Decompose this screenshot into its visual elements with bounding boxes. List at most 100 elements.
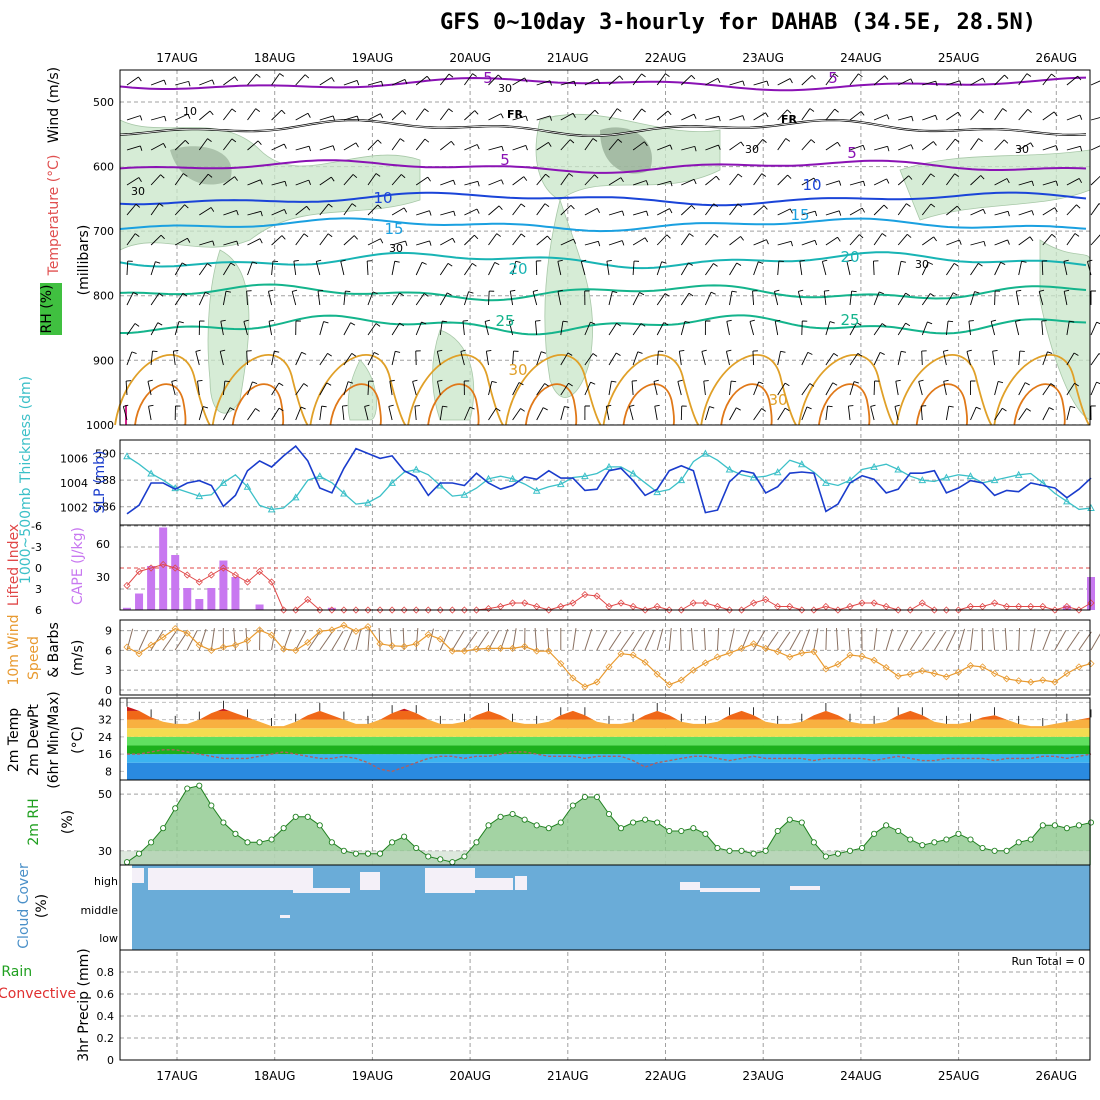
wind-tick: 6 — [105, 644, 112, 657]
wind-barb — [921, 293, 931, 306]
wind-barb — [175, 80, 189, 86]
isotherm-minus5-upper — [119, 76, 1087, 92]
wind-barb — [222, 291, 227, 306]
wind-barb-flag — [806, 406, 812, 410]
wind-barb-flag — [774, 289, 780, 292]
wind-barb — [1042, 207, 1055, 216]
wind-barb — [777, 138, 787, 151]
rh-marker — [762, 847, 769, 854]
wind-barb — [415, 176, 429, 186]
date-label-bottom: 20AUG — [449, 1069, 491, 1083]
wind-barb-flag — [375, 323, 381, 327]
wind-speed-marker — [930, 669, 938, 678]
wind-barb-flag — [1002, 108, 1007, 112]
rh-marker — [497, 813, 504, 820]
wind-barb-flag — [494, 262, 500, 266]
wind-barb-flag — [879, 291, 884, 295]
rh-marker — [871, 830, 878, 837]
li-marker — [207, 571, 215, 579]
rh-marker — [244, 839, 251, 846]
wind-barb-flag — [1076, 204, 1081, 209]
wind-barb — [439, 263, 449, 276]
wind-speed-marker — [316, 627, 324, 635]
contour-label: 5 — [483, 69, 493, 87]
wind-barb — [174, 293, 184, 306]
wind-barb-flag — [231, 138, 237, 143]
wind-barb — [849, 322, 858, 336]
wind-tick: 9 — [105, 625, 112, 638]
wind-barb — [440, 179, 454, 186]
wind-barb — [608, 108, 618, 121]
wind-barb — [801, 210, 816, 216]
wind-barb — [560, 173, 570, 186]
isotherm-35-loop — [231, 383, 285, 426]
wind-barb-flag — [799, 259, 805, 262]
rh-shading-area — [119, 119, 421, 251]
wind-barb-flag — [906, 203, 911, 207]
wind-barb — [656, 322, 665, 336]
rh-marker — [774, 827, 781, 835]
wind-barb-10m — [596, 630, 608, 651]
wind-barb-flag — [1039, 289, 1045, 292]
cloud-panel — [132, 865, 1090, 950]
wind-barb-flag — [498, 205, 503, 210]
wind-barb — [631, 381, 634, 396]
wind-barb-flag — [268, 289, 274, 292]
wind-barb-flag — [402, 110, 407, 115]
wind-barb — [1066, 321, 1070, 336]
wind-barb-flag — [569, 139, 575, 144]
wind-barb-10m — [319, 631, 333, 651]
wind-barb — [777, 78, 791, 86]
wind-barb-10m — [656, 628, 664, 651]
li-tick: -3 — [31, 541, 42, 554]
wind-barb-flag — [160, 234, 165, 240]
wind-barb — [126, 351, 133, 366]
wind-barb — [608, 138, 619, 151]
wind-barb-flag — [953, 292, 958, 296]
cloud-clear-segment — [680, 882, 700, 890]
thickness-marker — [677, 476, 686, 484]
rh-marker — [738, 847, 745, 854]
wind-barb — [560, 139, 571, 151]
wind-barb-flag — [525, 115, 528, 122]
wind-barb-flag — [596, 208, 601, 214]
wind-barb — [849, 234, 860, 246]
rh-marker — [907, 836, 914, 843]
rh-marker — [1075, 822, 1082, 829]
panel-frames — [119, 69, 1091, 1061]
date-label-top: 18AUG — [254, 51, 296, 65]
wind-barb-flag — [954, 173, 959, 178]
contour-label: 15 — [384, 220, 403, 238]
wind-barb — [753, 139, 764, 151]
rh-marker — [232, 830, 239, 837]
wind-barb — [729, 381, 732, 396]
wind-barb-flag — [224, 380, 230, 383]
wind-barb-flag — [709, 406, 715, 409]
wind-barb-flag — [644, 141, 648, 147]
wind-barb-flag — [670, 181, 673, 187]
wind-barb — [223, 76, 235, 86]
wind-barb-flag — [807, 351, 813, 355]
wind-barb-10m — [1042, 629, 1052, 651]
cape-bar — [171, 555, 180, 610]
wind-barb — [729, 407, 737, 421]
wind-barb — [388, 406, 393, 421]
date-label-bottom: 24AUG — [840, 1069, 882, 1083]
chart-title: GFS 0~10day 3-hourly for DAHAB (34.5E, 2… — [440, 10, 1037, 35]
wind-barb — [174, 321, 180, 336]
wind-speed-marker — [1063, 669, 1071, 678]
isotherm-30-loop — [993, 354, 1091, 426]
wind-barb-flag — [737, 173, 743, 178]
wind-barb-flag — [928, 261, 934, 265]
wind-barb-flag — [956, 205, 961, 211]
wind-barb — [729, 236, 741, 246]
wind-barb — [632, 292, 640, 306]
wind-barb — [147, 381, 152, 396]
wind-barb-flag — [1030, 142, 1034, 148]
wind-barb — [873, 178, 887, 186]
wind-barb-10m — [970, 628, 974, 651]
wind-barb — [488, 290, 490, 306]
wind-barb — [171, 381, 176, 396]
wind-barb — [1066, 178, 1080, 186]
rh-marker — [714, 844, 721, 852]
